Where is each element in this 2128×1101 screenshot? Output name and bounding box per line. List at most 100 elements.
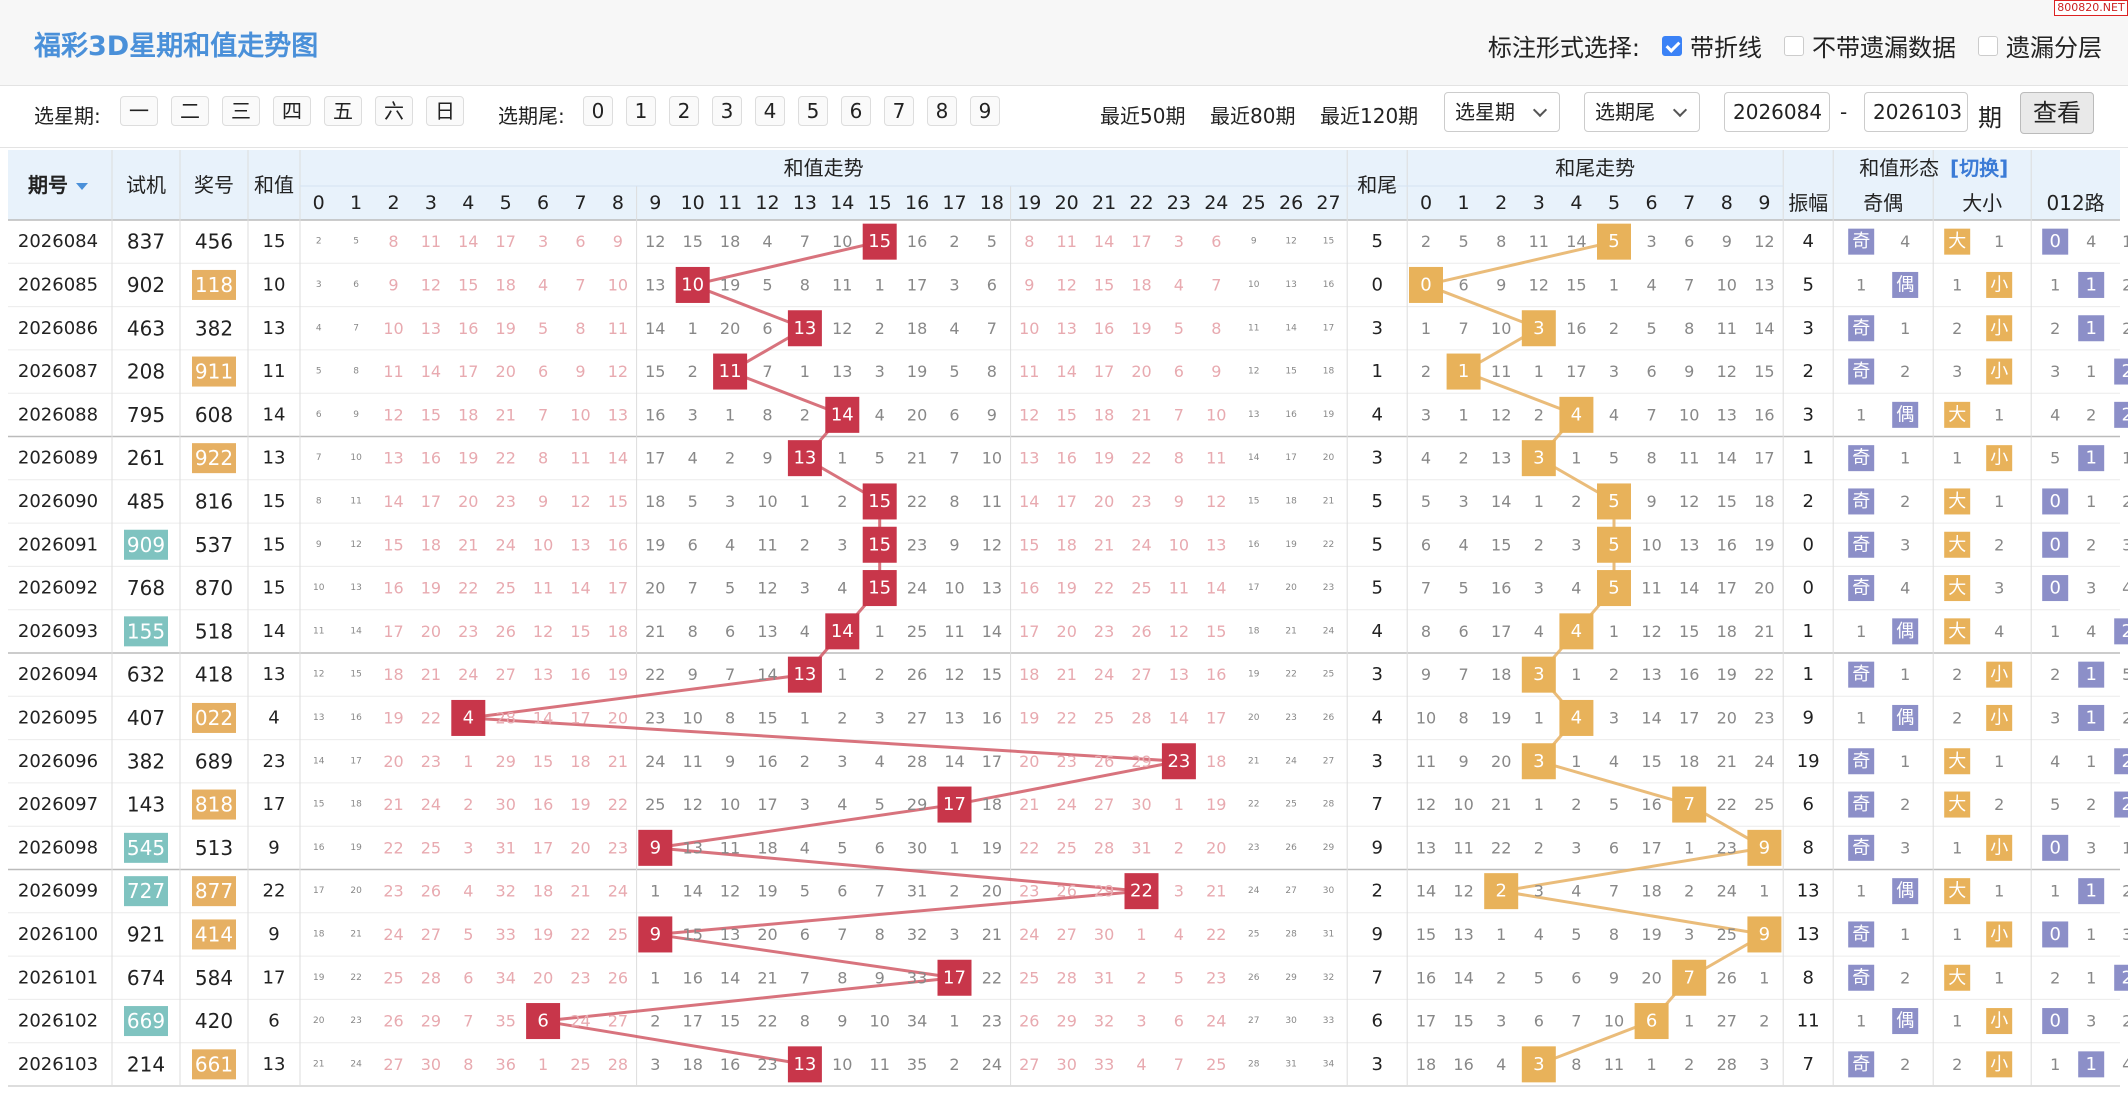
- sum-hit-marker: [825, 613, 860, 650]
- small-label: 小: [1990, 448, 2008, 469]
- odd-marker: [1848, 488, 1875, 515]
- sum-tail-header: 和尾: [1357, 173, 1397, 197]
- sum-column-label: 26: [1279, 192, 1303, 214]
- option-with-line-label[interactable]: 带折线: [1690, 34, 1762, 62]
- sum-cell: 9: [268, 837, 279, 858]
- tail-button-4[interactable]: 4: [755, 96, 785, 126]
- tail-button-7[interactable]: 7: [884, 96, 914, 126]
- tail-cell: 7: [1371, 967, 1382, 988]
- sum-miss-value: 25: [645, 795, 665, 814]
- weekday-button-thu[interactable]: 四: [273, 96, 311, 126]
- sum-miss-value: 15: [1323, 237, 1334, 247]
- sum-hit-marker: [787, 440, 822, 477]
- to-period-input[interactable]: 2026103: [1864, 92, 1968, 132]
- tail-miss-value: 14: [1754, 319, 1774, 338]
- option-miss-layer-label[interactable]: 遗漏分层: [2006, 34, 2102, 62]
- route-value: 1: [2085, 1054, 2096, 1075]
- sort-desc-icon[interactable]: [76, 183, 88, 190]
- sum-miss-value: 15: [1019, 535, 1039, 554]
- tail-miss-value: 1: [1534, 492, 1544, 511]
- sum-miss-value: 11: [383, 362, 403, 381]
- recent-120-link[interactable]: 最近120期: [1320, 104, 1419, 128]
- sum-miss-value: 4: [688, 449, 698, 468]
- sum-miss-value: 17: [608, 579, 628, 598]
- sum-miss-value: 27: [907, 708, 927, 727]
- sum-miss-value: 1: [800, 492, 810, 511]
- weekday-button-sun[interactable]: 日: [426, 96, 464, 126]
- sum-hit-value: 10: [681, 274, 704, 295]
- tail-miss-value: 3: [1647, 232, 1657, 251]
- tail-button-5[interactable]: 5: [798, 96, 828, 126]
- sum-miss-value: 1: [949, 1012, 959, 1031]
- sum-miss-value: 21: [1057, 665, 1077, 684]
- tail-hit-value: 5: [1608, 491, 1619, 512]
- sum-miss-value: 18: [757, 838, 777, 857]
- tail-miss-value: 9: [1496, 275, 1506, 294]
- sum-miss-value: 15: [683, 232, 703, 251]
- tail-miss-value: 3: [1534, 579, 1544, 598]
- tail-button-2[interactable]: 2: [669, 96, 699, 126]
- from-period-input[interactable]: 2026084: [1724, 92, 1830, 132]
- sum-miss-value: 10: [870, 1012, 890, 1031]
- sum-hit-value: 13: [793, 318, 816, 339]
- sum-miss-value: 31: [907, 882, 927, 901]
- sum-miss-value: 3: [837, 535, 847, 554]
- tail-select[interactable]: 选期尾: [1584, 92, 1700, 132]
- tail-button-6[interactable]: 6: [841, 96, 871, 126]
- sum-miss-value: 28: [1323, 800, 1335, 810]
- tail-button-1[interactable]: 1: [626, 96, 656, 126]
- tail-miss-value: 2: [1571, 492, 1581, 511]
- draw-number-cell: 877: [195, 879, 233, 903]
- tail-miss-value: 22: [1717, 795, 1737, 814]
- route-miss: 1: [2050, 622, 2060, 641]
- sum-miss-value: 20: [1131, 362, 1151, 381]
- tail-column-label: 0: [1420, 192, 1432, 214]
- tail-miss-value: 19: [1717, 665, 1737, 684]
- tail-button-3[interactable]: 3: [712, 96, 742, 126]
- sum-miss-value: 16: [458, 319, 478, 338]
- sum-miss-value: 29: [1094, 882, 1114, 901]
- odd-label: 奇: [1852, 1054, 1870, 1075]
- sum-miss-value: 5: [987, 232, 997, 251]
- sum-miss-value: 10: [1169, 535, 1189, 554]
- tail-miss-value: 4: [1421, 449, 1431, 468]
- weekday-select[interactable]: 选星期: [1444, 92, 1560, 132]
- even-miss: 3: [1900, 535, 1910, 554]
- weekday-button-sat[interactable]: 六: [375, 96, 413, 126]
- sum-miss-value: 35: [496, 1012, 516, 1031]
- checkbox-with-line[interactable]: [1662, 35, 1682, 56]
- tail-cell: 5: [1371, 534, 1382, 555]
- sum-miss-value: 26: [1057, 882, 1077, 901]
- tail-miss-value: 7: [1609, 882, 1619, 901]
- route-miss: 1: [2050, 882, 2060, 901]
- route-value: 0: [2049, 837, 2060, 858]
- weekday-button-mon[interactable]: 一: [120, 96, 158, 126]
- weekday-button-fri[interactable]: 五: [324, 96, 362, 126]
- option-no-miss-data-label[interactable]: 不带遗漏数据: [1812, 34, 1956, 62]
- big-marker: [1944, 228, 1971, 255]
- amplitude-cell: 11: [1797, 1011, 1820, 1032]
- tail-button-0[interactable]: 0: [583, 96, 613, 126]
- tail-button-8[interactable]: 8: [927, 96, 957, 126]
- checkbox-no-miss-data[interactable]: [1784, 35, 1804, 56]
- sum-miss-value: 21: [383, 795, 403, 814]
- recent-50-link[interactable]: 最近50期: [1100, 104, 1186, 128]
- query-button[interactable]: 查看: [2020, 92, 2094, 134]
- sum-miss-value: 14: [570, 579, 590, 598]
- tail-miss-value: 19: [1754, 535, 1774, 554]
- route-marker: [2114, 401, 2128, 428]
- big-miss: 1: [1952, 449, 1962, 468]
- sum-miss-value: 17: [458, 362, 478, 381]
- big-miss: 1: [1952, 275, 1962, 294]
- checkbox-miss-layer[interactable]: [1978, 35, 1998, 56]
- sum-column-label: 24: [1204, 192, 1228, 214]
- sum-cell: 13: [263, 448, 286, 469]
- weekday-button-wed[interactable]: 三: [222, 96, 260, 126]
- tail-miss-value: 11: [1679, 449, 1699, 468]
- recent-80-link[interactable]: 最近80期: [1210, 104, 1296, 128]
- weekday-button-tue[interactable]: 二: [171, 96, 209, 126]
- sum-miss-value: 6: [688, 535, 698, 554]
- tail-button-9[interactable]: 9: [970, 96, 1000, 126]
- sum-hit-marker: [825, 396, 860, 433]
- options-label: 标注形式选择:: [1487, 34, 1640, 62]
